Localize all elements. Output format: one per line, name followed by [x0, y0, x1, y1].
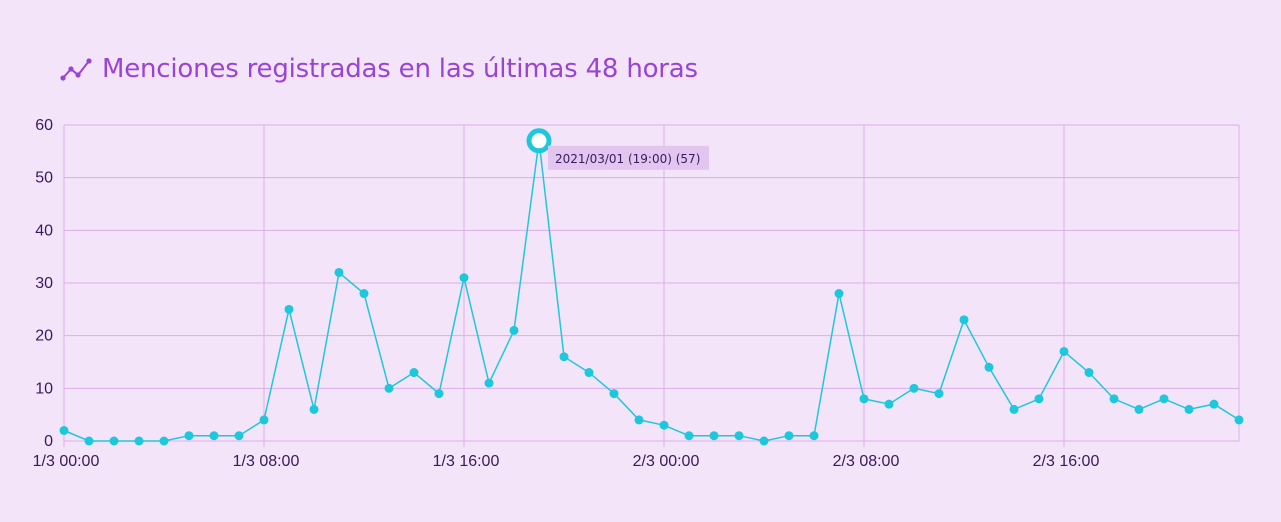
data-point — [1234, 415, 1244, 425]
y-tick-label: 50 — [35, 170, 53, 187]
data-point — [234, 431, 244, 441]
x-tick-label: 1/3 08:00 — [233, 453, 300, 470]
data-point — [459, 273, 469, 283]
data-point — [959, 315, 969, 325]
data-point — [284, 304, 294, 314]
x-tick-label: 1/3 16:00 — [433, 453, 500, 470]
data-point — [1209, 399, 1219, 409]
x-tick-label: 2/3 16:00 — [1033, 453, 1100, 470]
data-point — [59, 425, 69, 435]
data-point — [1159, 394, 1169, 404]
y-tick-label: 40 — [35, 222, 53, 239]
tooltip-box — [548, 145, 709, 170]
y-tick-label: 20 — [35, 328, 53, 345]
data-point — [84, 436, 94, 446]
series-line-path — [63, 140, 1240, 442]
data-point — [1084, 368, 1094, 378]
y-axis: 0 10 20 30 40 50 60 — [35, 117, 53, 450]
line-chart-icon — [60, 58, 92, 81]
data-point — [1134, 404, 1144, 414]
chart-title: Menciones registradas en las últimas 48 … — [102, 54, 698, 84]
x-tick-label: 1/3 00:00 — [33, 453, 100, 470]
data-point — [384, 383, 394, 393]
data-point — [1009, 404, 1019, 414]
data-point — [934, 389, 944, 399]
data-point — [159, 436, 169, 446]
data-point — [659, 420, 669, 430]
data-point — [184, 431, 194, 441]
x-tick-label: 2/3 08:00 — [833, 453, 900, 470]
data-point — [559, 352, 569, 362]
data-point — [809, 431, 819, 441]
data-point — [259, 415, 269, 425]
data-point — [1109, 394, 1119, 404]
tooltip-label: 2021/03/01 (19:00) (57) — [555, 152, 700, 166]
data-point — [334, 267, 344, 277]
data-point — [884, 399, 894, 409]
data-point — [759, 436, 769, 446]
data-point — [509, 325, 519, 335]
data-point — [709, 431, 719, 441]
y-tick-label: 30 — [35, 275, 53, 292]
data-point — [409, 368, 419, 378]
data-point — [734, 431, 744, 441]
data-point — [684, 431, 694, 441]
data-point — [1034, 394, 1044, 404]
data-point — [309, 404, 319, 414]
x-axis: 1/3 00:00 1/3 08:00 1/3 16:00 2/3 00:00 2/3 … — [33, 453, 1100, 470]
data-point — [609, 389, 619, 399]
data-point — [634, 415, 644, 425]
series-line — [63, 140, 1240, 442]
data-point — [584, 368, 594, 378]
data-points — [59, 267, 1244, 446]
data-point — [109, 436, 119, 446]
peak-tooltip[interactable]: 2021/03/01 (19:00) (57) — [526, 128, 709, 170]
data-point — [484, 378, 494, 388]
data-point — [834, 289, 844, 299]
highlight-point — [526, 128, 552, 154]
data-point — [209, 431, 219, 441]
x-tick-label: 2/3 00:00 — [633, 453, 700, 470]
y-tick-label: 0 — [44, 433, 53, 450]
data-point — [984, 362, 994, 372]
data-point — [784, 431, 794, 441]
chart-header: Menciones registradas en las últimas 48 … — [60, 52, 698, 86]
y-tick-label: 10 — [35, 380, 53, 397]
data-point — [1059, 346, 1069, 356]
data-point — [859, 394, 869, 404]
data-point — [359, 289, 369, 299]
chart-grid — [63, 124, 1240, 447]
y-tick-label: 60 — [35, 117, 53, 134]
data-point — [134, 436, 144, 446]
data-point — [434, 389, 444, 399]
data-point — [1184, 404, 1194, 414]
data-point — [909, 383, 919, 393]
